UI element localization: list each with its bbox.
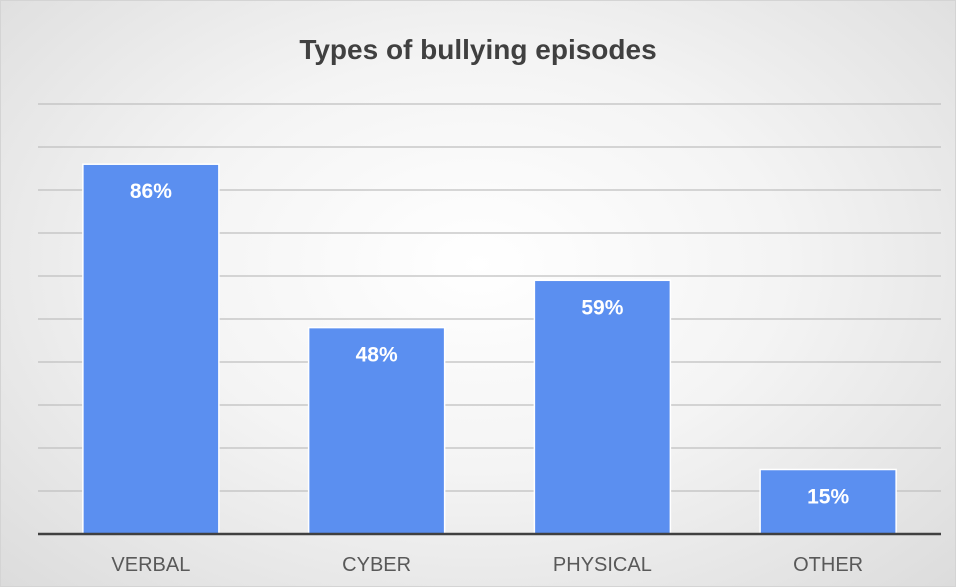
category-labels: VERBAL CYBER PHYSICAL OTHER [111,554,863,576]
data-label-physical: 59% [581,296,623,319]
data-label-cyber: 48% [356,344,398,367]
bar-cyber [307,326,446,535]
category-label-physical: PHYSICAL [553,554,652,576]
data-label-other: 15% [807,486,849,509]
category-label-cyber: CYBER [342,554,411,576]
bars [82,163,897,535]
bar-verbal [82,163,220,535]
category-label-verbal: VERBAL [111,554,190,576]
chart-title: Types of bullying episodes [299,34,657,65]
category-label-other: OTHER [793,554,863,576]
data-labels: 86% 48% 59% 15% [130,180,850,508]
bar-physical [533,279,672,535]
data-label-verbal: 86% [130,180,172,203]
bar-other [759,468,897,535]
